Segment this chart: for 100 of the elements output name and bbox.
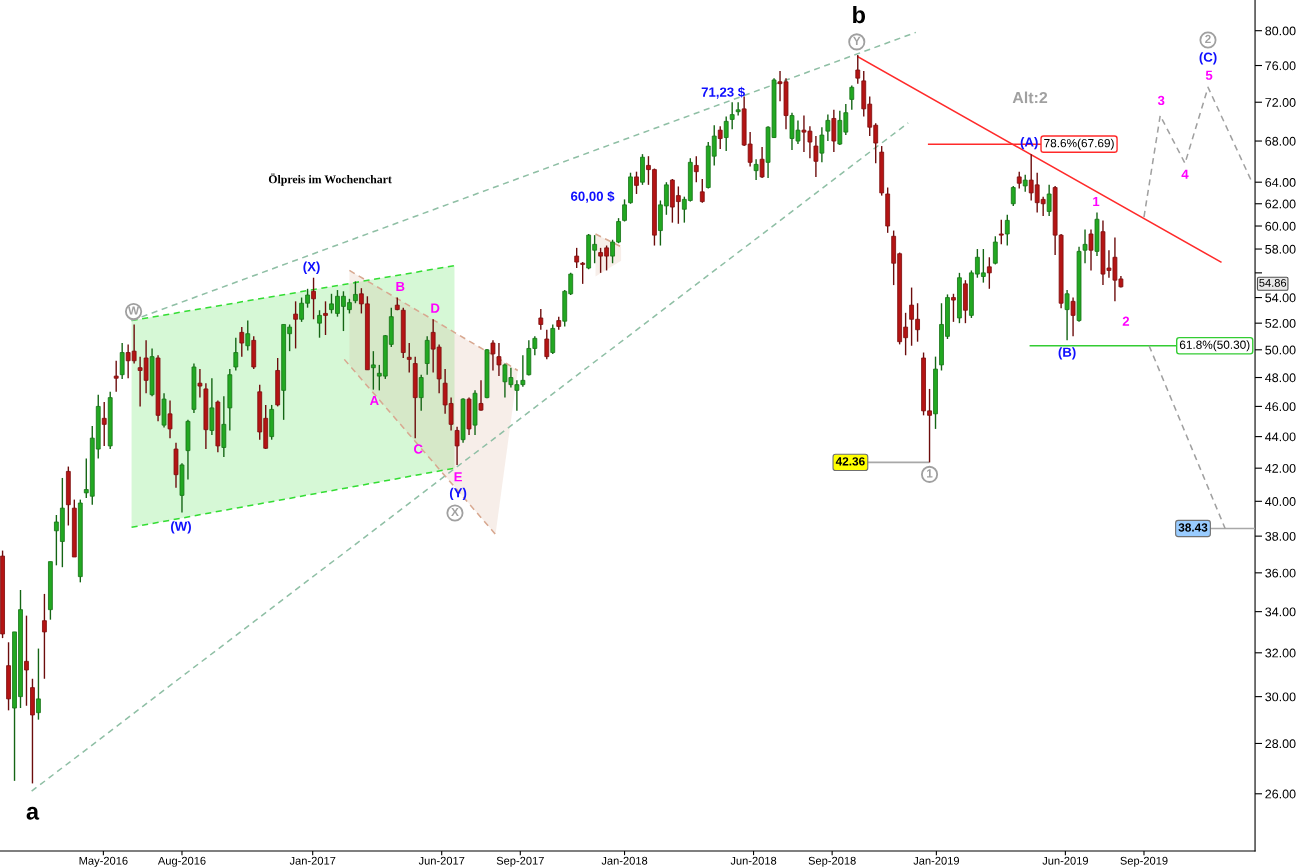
y-tick-label: 54.00 [1265, 293, 1296, 303]
candlestick [209, 377, 215, 436]
candlestick [113, 360, 119, 393]
line-series [1143, 86, 1254, 218]
annotation: 1 [1093, 196, 1100, 206]
annotation: A [369, 395, 379, 406]
y-tick-label: 62.00 [1265, 199, 1296, 209]
annotation: 71,23 $ [701, 86, 745, 99]
candlestick [245, 319, 251, 352]
candlestick [36, 647, 41, 721]
candlestick [197, 368, 203, 399]
x-tick-label: Jun-2018 [730, 856, 777, 865]
candlestick [221, 395, 227, 458]
y-tick-label: 60.00 [1265, 221, 1296, 231]
annotation: 4 [1181, 169, 1189, 179]
y-tick-label: 50.00 [1265, 345, 1296, 355]
candlestick [753, 158, 759, 181]
candlestick [574, 247, 580, 269]
annotation: 60,00 $ [571, 191, 615, 203]
candlestick [101, 401, 107, 447]
candlestick [813, 135, 819, 178]
annotation: 1 [927, 469, 933, 478]
annotation: 42.36 [835, 457, 865, 466]
annotation: (W) [171, 521, 191, 534]
x-tick-label: May-2016 [79, 856, 128, 867]
y-tick-label: 72.00 [1265, 98, 1296, 107]
x-tick-label: Sep-2019 [1120, 856, 1168, 867]
candlestick [317, 309, 322, 339]
annotation: (B) [1058, 347, 1076, 360]
candlestick [1004, 214, 1010, 247]
candlestick [239, 326, 245, 358]
candlestick [424, 335, 430, 376]
candlestick [634, 170, 639, 195]
annotation: (X) [303, 261, 320, 274]
annotation: E [454, 472, 462, 482]
annotation: C [413, 444, 423, 454]
annotation: X [451, 507, 459, 517]
y-tick-label: 80.00 [1265, 26, 1296, 36]
candlestick [735, 101, 741, 117]
y-tick-label: 64.00 [1265, 178, 1296, 187]
annotation: 5 [1205, 70, 1213, 80]
candlestick [580, 261, 586, 285]
candlestick [293, 300, 298, 350]
y-tick-label: 28.00 [1265, 739, 1296, 749]
candlestick [1082, 228, 1088, 264]
y-tick-label: 26.00 [1265, 789, 1296, 799]
candlestick [478, 379, 484, 412]
annotation: (Y) [449, 487, 467, 501]
candlestick [538, 308, 544, 331]
candlestick [992, 235, 998, 266]
y-tick-label: 76.00 [1265, 61, 1296, 71]
x-tick-label: Jun-2019 [1042, 856, 1089, 865]
x-tick-label: Jun-2017 [418, 856, 465, 865]
candlestick [454, 425, 460, 466]
annotation: W [128, 306, 140, 315]
candlestick [119, 342, 125, 380]
x-tick-label: Jan-2019 [913, 856, 960, 865]
x-tick-label: Jan-2017 [289, 856, 336, 865]
annotation: b [853, 5, 866, 24]
annotation: a [26, 806, 40, 820]
annotation: 61.8%(50.30) [1179, 340, 1250, 352]
y-tick-label: 32.00 [1265, 648, 1296, 658]
candlestick [1070, 296, 1076, 338]
candlestick [831, 109, 837, 153]
annotation: Y [853, 36, 861, 45]
annotation: B [396, 281, 405, 291]
x-tick-label: Aug-2016 [157, 856, 206, 867]
candlestick [496, 342, 502, 377]
candlestick [490, 339, 496, 372]
candlestick [849, 84, 855, 111]
candlestick [311, 277, 316, 320]
candlestick [370, 350, 376, 391]
candlestick [723, 115, 729, 152]
annotation: 38.43 [1178, 523, 1208, 532]
y-tick-label: 44.00 [1265, 432, 1296, 442]
candlestick [1010, 185, 1016, 207]
candlestick [323, 300, 328, 336]
candlestick [1046, 184, 1052, 217]
text: Ölpreis im Wochenchart [268, 173, 392, 186]
y-tick-label: 46.00 [1265, 402, 1296, 412]
candlestick [825, 113, 831, 142]
y-tick-label: 38.00 [1265, 531, 1296, 541]
annotation: 2 [1205, 34, 1211, 44]
candlestick [951, 293, 956, 323]
x-tick-label: Sep-2017 [496, 856, 544, 867]
annotation: 3 [1157, 95, 1165, 106]
candlestick [759, 146, 765, 179]
y-tick-label: 42.00 [1265, 463, 1296, 473]
x-tick-label: Jan-2018 [601, 856, 648, 865]
annotation: Alt:2 [1012, 91, 1048, 104]
candlestick [1088, 228, 1094, 272]
y-tick-label: 68.00 [1265, 136, 1296, 146]
candlestick [233, 336, 239, 372]
x-tick-label: Sep-2018 [808, 856, 856, 867]
candlestick [1064, 289, 1070, 342]
candlestick [986, 256, 992, 290]
candlestick [167, 399, 173, 439]
candlestick [717, 125, 723, 150]
y-tick-label: 30.00 [1265, 692, 1296, 702]
y-tick-label: 48.00 [1265, 373, 1296, 383]
